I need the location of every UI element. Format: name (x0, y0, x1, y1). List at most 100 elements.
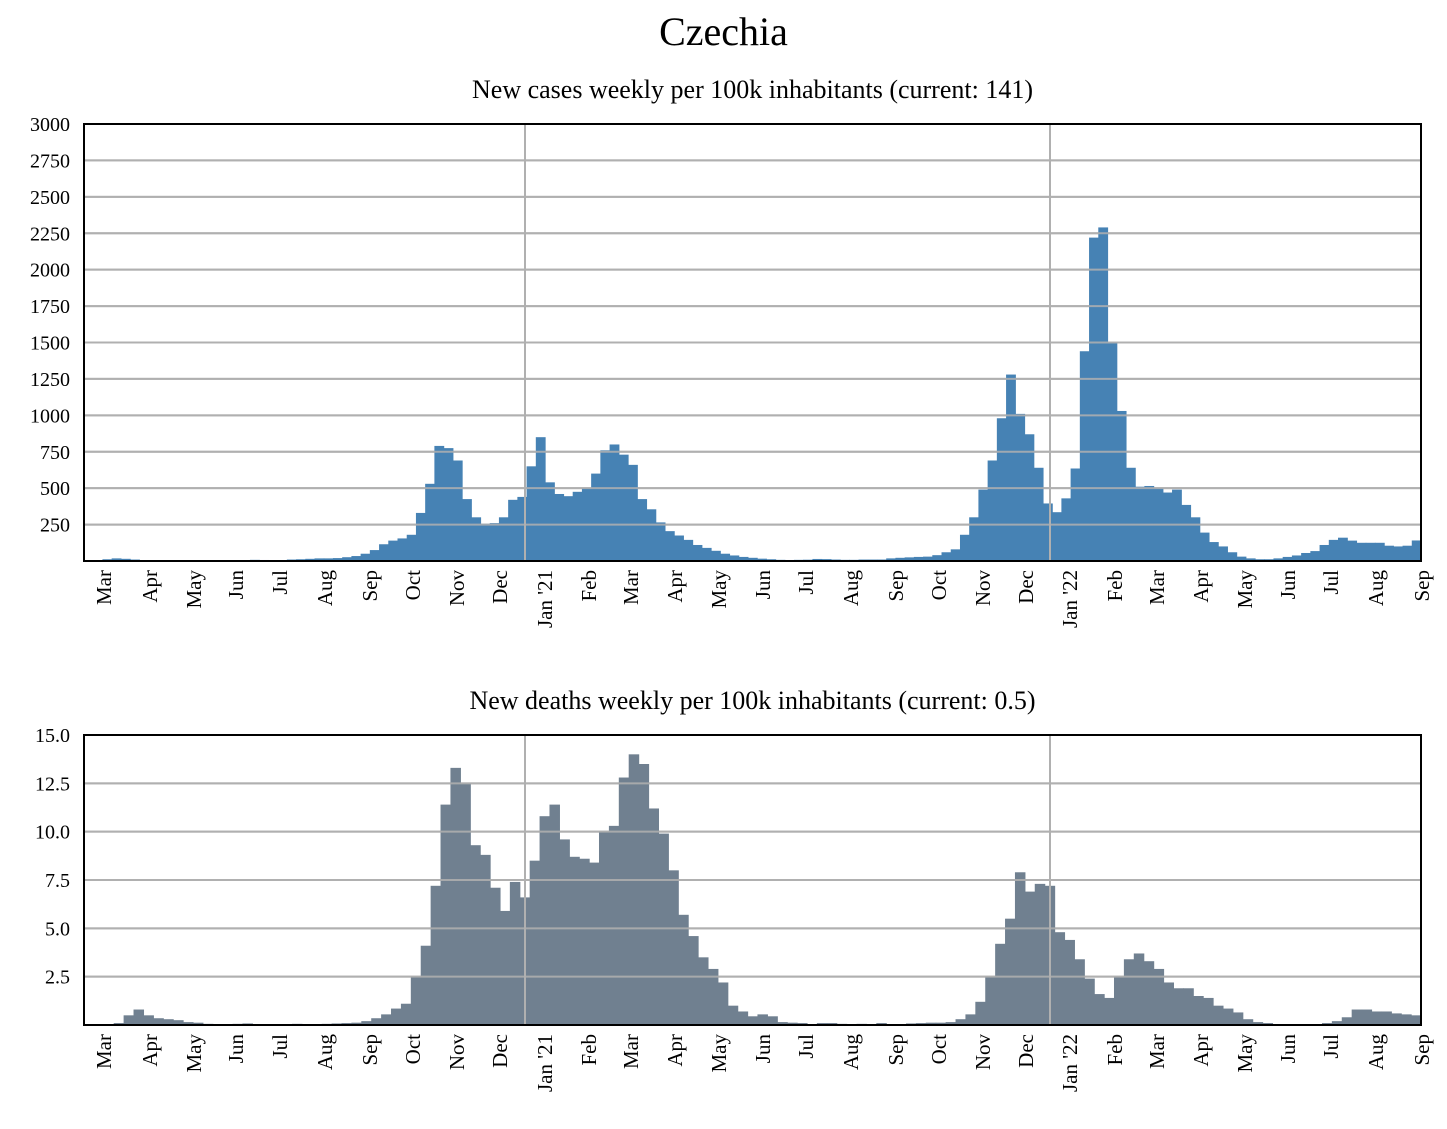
x-tick-label: Feb (577, 1034, 601, 1066)
bar (913, 556, 924, 561)
bar (579, 858, 590, 1025)
y-tick-label: 3000 (30, 114, 70, 136)
bar (1181, 504, 1192, 561)
figure-title: Czechia (659, 9, 788, 54)
bar (1328, 539, 1339, 561)
bar (323, 558, 334, 561)
bar (1074, 959, 1085, 1025)
x-tick-label: Oct (927, 570, 951, 600)
bar (369, 550, 380, 561)
bar (1401, 1014, 1412, 1025)
bar (1208, 542, 1219, 561)
bar (608, 825, 620, 1025)
x-tick-label: Apr (663, 1034, 687, 1067)
y-tick-label: 2500 (30, 187, 70, 209)
bar (123, 1015, 135, 1025)
bar (995, 943, 1006, 1025)
bar (153, 1018, 164, 1025)
bar (120, 558, 131, 561)
y-tick-label: 1250 (30, 369, 70, 391)
bar (1034, 883, 1046, 1025)
bar (678, 914, 689, 1025)
bar (637, 499, 648, 561)
bar (1301, 552, 1311, 561)
bar (628, 754, 640, 1025)
bar (1163, 982, 1174, 1025)
y-tick-label: 12.5 (35, 773, 70, 795)
y-tick-label: 500 (40, 478, 70, 500)
x-tick-label: Jun (751, 1034, 775, 1064)
x-tick-label: Jun (751, 570, 775, 600)
bar (987, 460, 998, 561)
x-tick-label: Oct (401, 570, 425, 600)
bar (499, 910, 511, 1025)
y-tick-label: 1000 (30, 405, 70, 427)
x-tick-label: Nov (971, 570, 995, 607)
bar (1042, 503, 1053, 561)
bar (509, 881, 521, 1025)
bar (305, 558, 316, 561)
bar (707, 968, 719, 1025)
bar (1144, 485, 1155, 561)
bar (655, 522, 666, 561)
bar (314, 558, 325, 561)
bar (1162, 492, 1173, 561)
bar (945, 1022, 957, 1025)
x-tick-label: Sep (1410, 1034, 1434, 1066)
y-tick-label: 750 (40, 442, 70, 464)
y-tick-label: 5.0 (45, 918, 70, 940)
bar (648, 808, 660, 1025)
bar (1245, 558, 1256, 561)
bar (591, 473, 601, 561)
bar (1291, 555, 1302, 561)
x-tick-label: Apr (138, 570, 162, 603)
bar (1384, 545, 1394, 561)
bar (1218, 546, 1228, 561)
bar (351, 556, 362, 561)
x-tick-label: Aug (839, 1034, 863, 1071)
bar (563, 496, 574, 561)
bar (397, 538, 408, 561)
x-tick-label: Jul (794, 1034, 818, 1059)
bar (1061, 498, 1072, 561)
bar (381, 1014, 392, 1025)
bar (1222, 1008, 1234, 1025)
bar (1338, 537, 1348, 561)
bar (111, 558, 122, 561)
bar (727, 1005, 739, 1025)
bar (1064, 939, 1075, 1025)
bar (1024, 434, 1035, 561)
bar (480, 854, 491, 1025)
bar (668, 870, 679, 1025)
bar (1143, 961, 1155, 1025)
x-tick-label: Apr (1189, 1034, 1213, 1067)
x-tick-label: Jan '21 (533, 570, 557, 628)
bar (1190, 517, 1201, 561)
bar (173, 1020, 184, 1025)
x-tick-label: Mar (1145, 1034, 1169, 1069)
x-tick-label: Nov (445, 570, 469, 607)
bar (1351, 1009, 1363, 1025)
bar (539, 816, 551, 1025)
bar (1199, 532, 1210, 561)
bar (1227, 552, 1238, 561)
bar (1374, 542, 1385, 561)
x-tick-label: Jul (268, 570, 292, 595)
bar (415, 512, 426, 561)
x-tick-label: Oct (401, 1034, 425, 1064)
x-tick-label: Apr (138, 1034, 162, 1067)
x-tick-label: Mar (92, 570, 116, 605)
bar (923, 556, 933, 561)
bar (1173, 988, 1184, 1025)
bar (526, 466, 537, 561)
bar (1133, 953, 1145, 1025)
axes-frame (83, 123, 1422, 562)
bar (498, 517, 509, 561)
x-tick-label: May (1233, 1034, 1257, 1073)
bar (1365, 542, 1376, 561)
y-tick-label: 15.0 (35, 725, 70, 747)
bar (462, 499, 472, 561)
bar (535, 437, 546, 561)
